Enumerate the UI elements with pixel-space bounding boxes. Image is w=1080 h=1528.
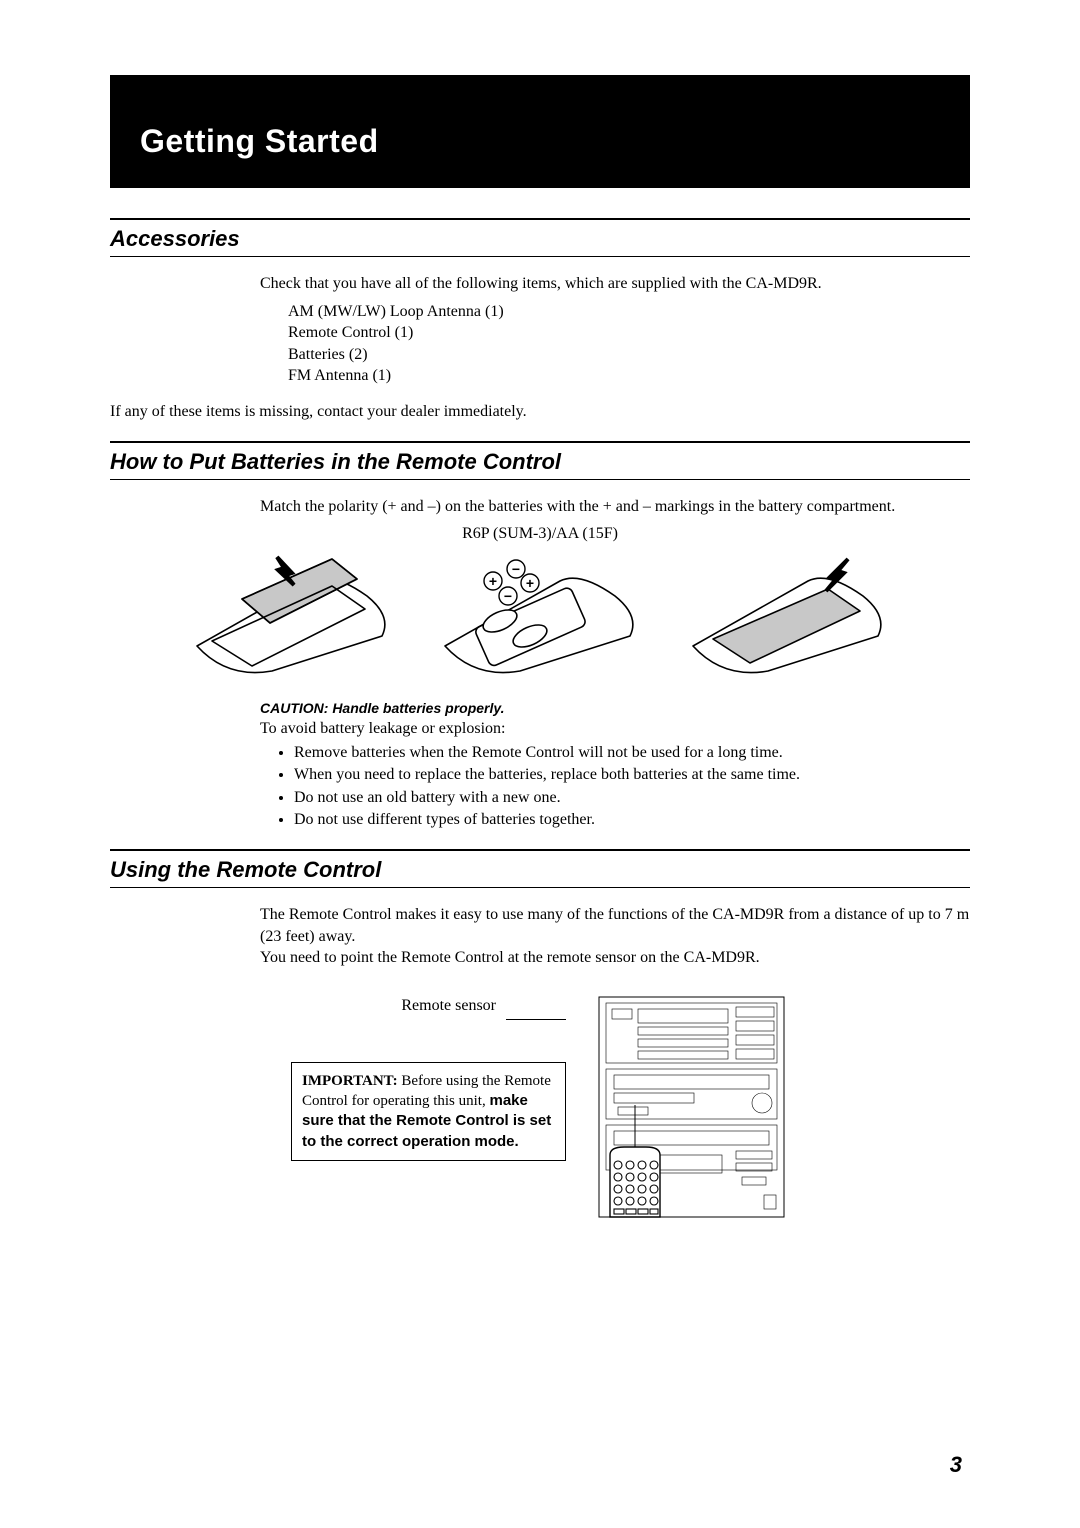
svg-text:−: −	[504, 588, 512, 604]
section-batteries: How to Put Batteries in the Remote Contr…	[110, 441, 970, 831]
caution-bullet: Do not use different types of batteries …	[294, 809, 970, 831]
accessories-item-list: AM (MW/LW) Loop Antenna (1) Remote Contr…	[288, 301, 970, 387]
section-remote: Using the Remote Control The Remote Cont…	[110, 849, 970, 1220]
section-heading-batteries: How to Put Batteries in the Remote Contr…	[110, 443, 970, 480]
caution-block: CAUTION: Handle batteries properly. To a…	[260, 699, 970, 831]
leader-line	[506, 1019, 566, 1020]
remote-body: The Remote Control makes it easy to use …	[260, 904, 970, 969]
svg-text:+: +	[526, 575, 534, 591]
important-callout-box: IMPORTANT: Before using the Remote Contr…	[291, 1062, 566, 1161]
caution-bullet: When you need to replace the batteries, …	[294, 764, 970, 786]
chapter-title: Getting Started	[140, 123, 940, 160]
caution-intro: To avoid battery leakage or explosion:	[260, 718, 970, 740]
remote-para1: The Remote Control makes it easy to use …	[260, 904, 970, 947]
battery-type-caption: R6P (SUM-3)/AA (15F)	[110, 525, 970, 543]
important-label: IMPORTANT:	[302, 1073, 398, 1089]
battery-figures-row: + − − +	[110, 551, 970, 681]
section-heading-remote: Using the Remote Control	[110, 851, 970, 888]
chapter-banner: Getting Started	[110, 75, 970, 188]
caution-bullet: Do not use an old battery with a new one…	[294, 787, 970, 809]
svg-text:+: +	[489, 573, 497, 589]
accessories-intro: Check that you have all of the following…	[260, 273, 970, 295]
battery-figure-2: + − − +	[430, 551, 650, 681]
svg-text:−: −	[512, 561, 520, 577]
battery-figure-1	[182, 551, 402, 681]
caution-bullets: Remove batteries when the Remote Control…	[294, 742, 970, 831]
audio-unit-illustration	[594, 995, 789, 1220]
accessories-item: AM (MW/LW) Loop Antenna (1)	[288, 301, 970, 323]
remote-sensor-figure-row: Remote sensor IMPORTANT: Before using th…	[110, 995, 970, 1220]
remote-sensor-label: Remote sensor	[401, 997, 496, 1015]
caution-bullet: Remove batteries when the Remote Control…	[294, 742, 970, 764]
caution-heading: CAUTION: Handle batteries properly.	[260, 699, 970, 718]
accessories-item: FM Antenna (1)	[288, 365, 970, 387]
remote-sensor-left-column: Remote sensor IMPORTANT: Before using th…	[291, 995, 566, 1161]
accessories-followup: If any of these items is missing, contac…	[110, 401, 970, 423]
remote-para2: You need to point the Remote Control at …	[260, 947, 970, 969]
accessories-item: Remote Control (1)	[288, 322, 970, 344]
batteries-body: Match the polarity (+ and –) on the batt…	[260, 496, 970, 518]
section-heading-accessories: Accessories	[110, 220, 970, 257]
batteries-intro: Match the polarity (+ and –) on the batt…	[260, 496, 970, 518]
section-accessories: Accessories Check that you have all of t…	[110, 218, 970, 423]
page-number: 3	[950, 1452, 962, 1478]
accessories-item: Batteries (2)	[288, 344, 970, 366]
accessories-body: Check that you have all of the following…	[260, 273, 970, 423]
battery-figure-3	[678, 551, 898, 681]
